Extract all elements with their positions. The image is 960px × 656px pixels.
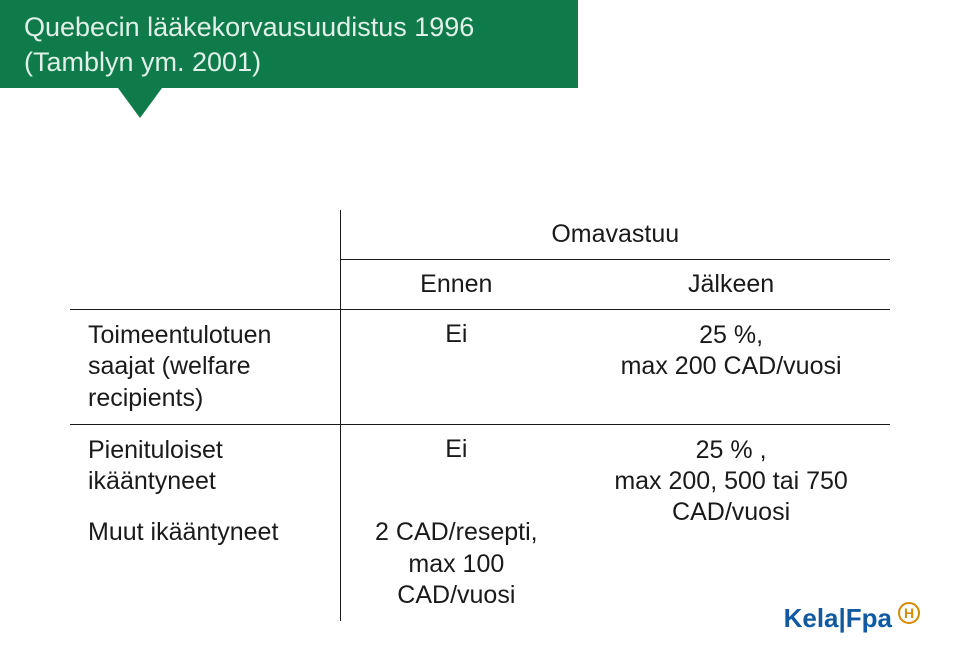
table-cell-after: 25 %, max 200 CAD/vuosi [572, 310, 890, 425]
after-line1: 25 % , [590, 435, 872, 466]
logo-mark-icon: H [898, 602, 920, 624]
kela-fpa-logo: Kela|Fpa H [784, 603, 920, 634]
logo-text: Kela|Fpa [784, 603, 892, 634]
title-line2: (Tamblyn ym. 2001) [24, 45, 554, 80]
banner-tail-decoration [118, 88, 162, 118]
table-cell-before: Ei [340, 310, 572, 425]
table-row-label: Pienituloiset ikääntyneet [70, 424, 340, 507]
table-header-spanning: Omavastuu [340, 210, 890, 260]
before-line2: max 100 CAD/vuosi [359, 549, 555, 612]
table-cell-before: Ei [340, 424, 572, 507]
table-row-label: Toimeentulotuen saajat (welfare recipien… [70, 310, 340, 425]
table-col-after: Jälkeen [572, 260, 890, 310]
after-line2: max 200, 500 tai 750 CAD/vuosi [590, 466, 872, 529]
table-col-before: Ennen [340, 260, 572, 310]
title-banner: Quebecin lääkekorvausuudistus 1996 (Tamb… [0, 0, 578, 88]
after-line1: 25 %, [590, 320, 872, 351]
table-cell-before: 2 CAD/resepti, max 100 CAD/vuosi [340, 507, 572, 621]
table-row-label: Muut ikääntyneet [70, 507, 340, 621]
title-line1: Quebecin lääkekorvausuudistus 1996 [24, 10, 554, 45]
before-line1: 2 CAD/resepti, [359, 517, 555, 548]
after-line2: max 200 CAD/vuosi [590, 351, 872, 382]
table-cell-after: 25 % , max 200, 500 tai 750 CAD/vuosi [572, 424, 890, 621]
comparison-table: Omavastuu Ennen Jälkeen Toimeentulotuen … [70, 210, 890, 621]
